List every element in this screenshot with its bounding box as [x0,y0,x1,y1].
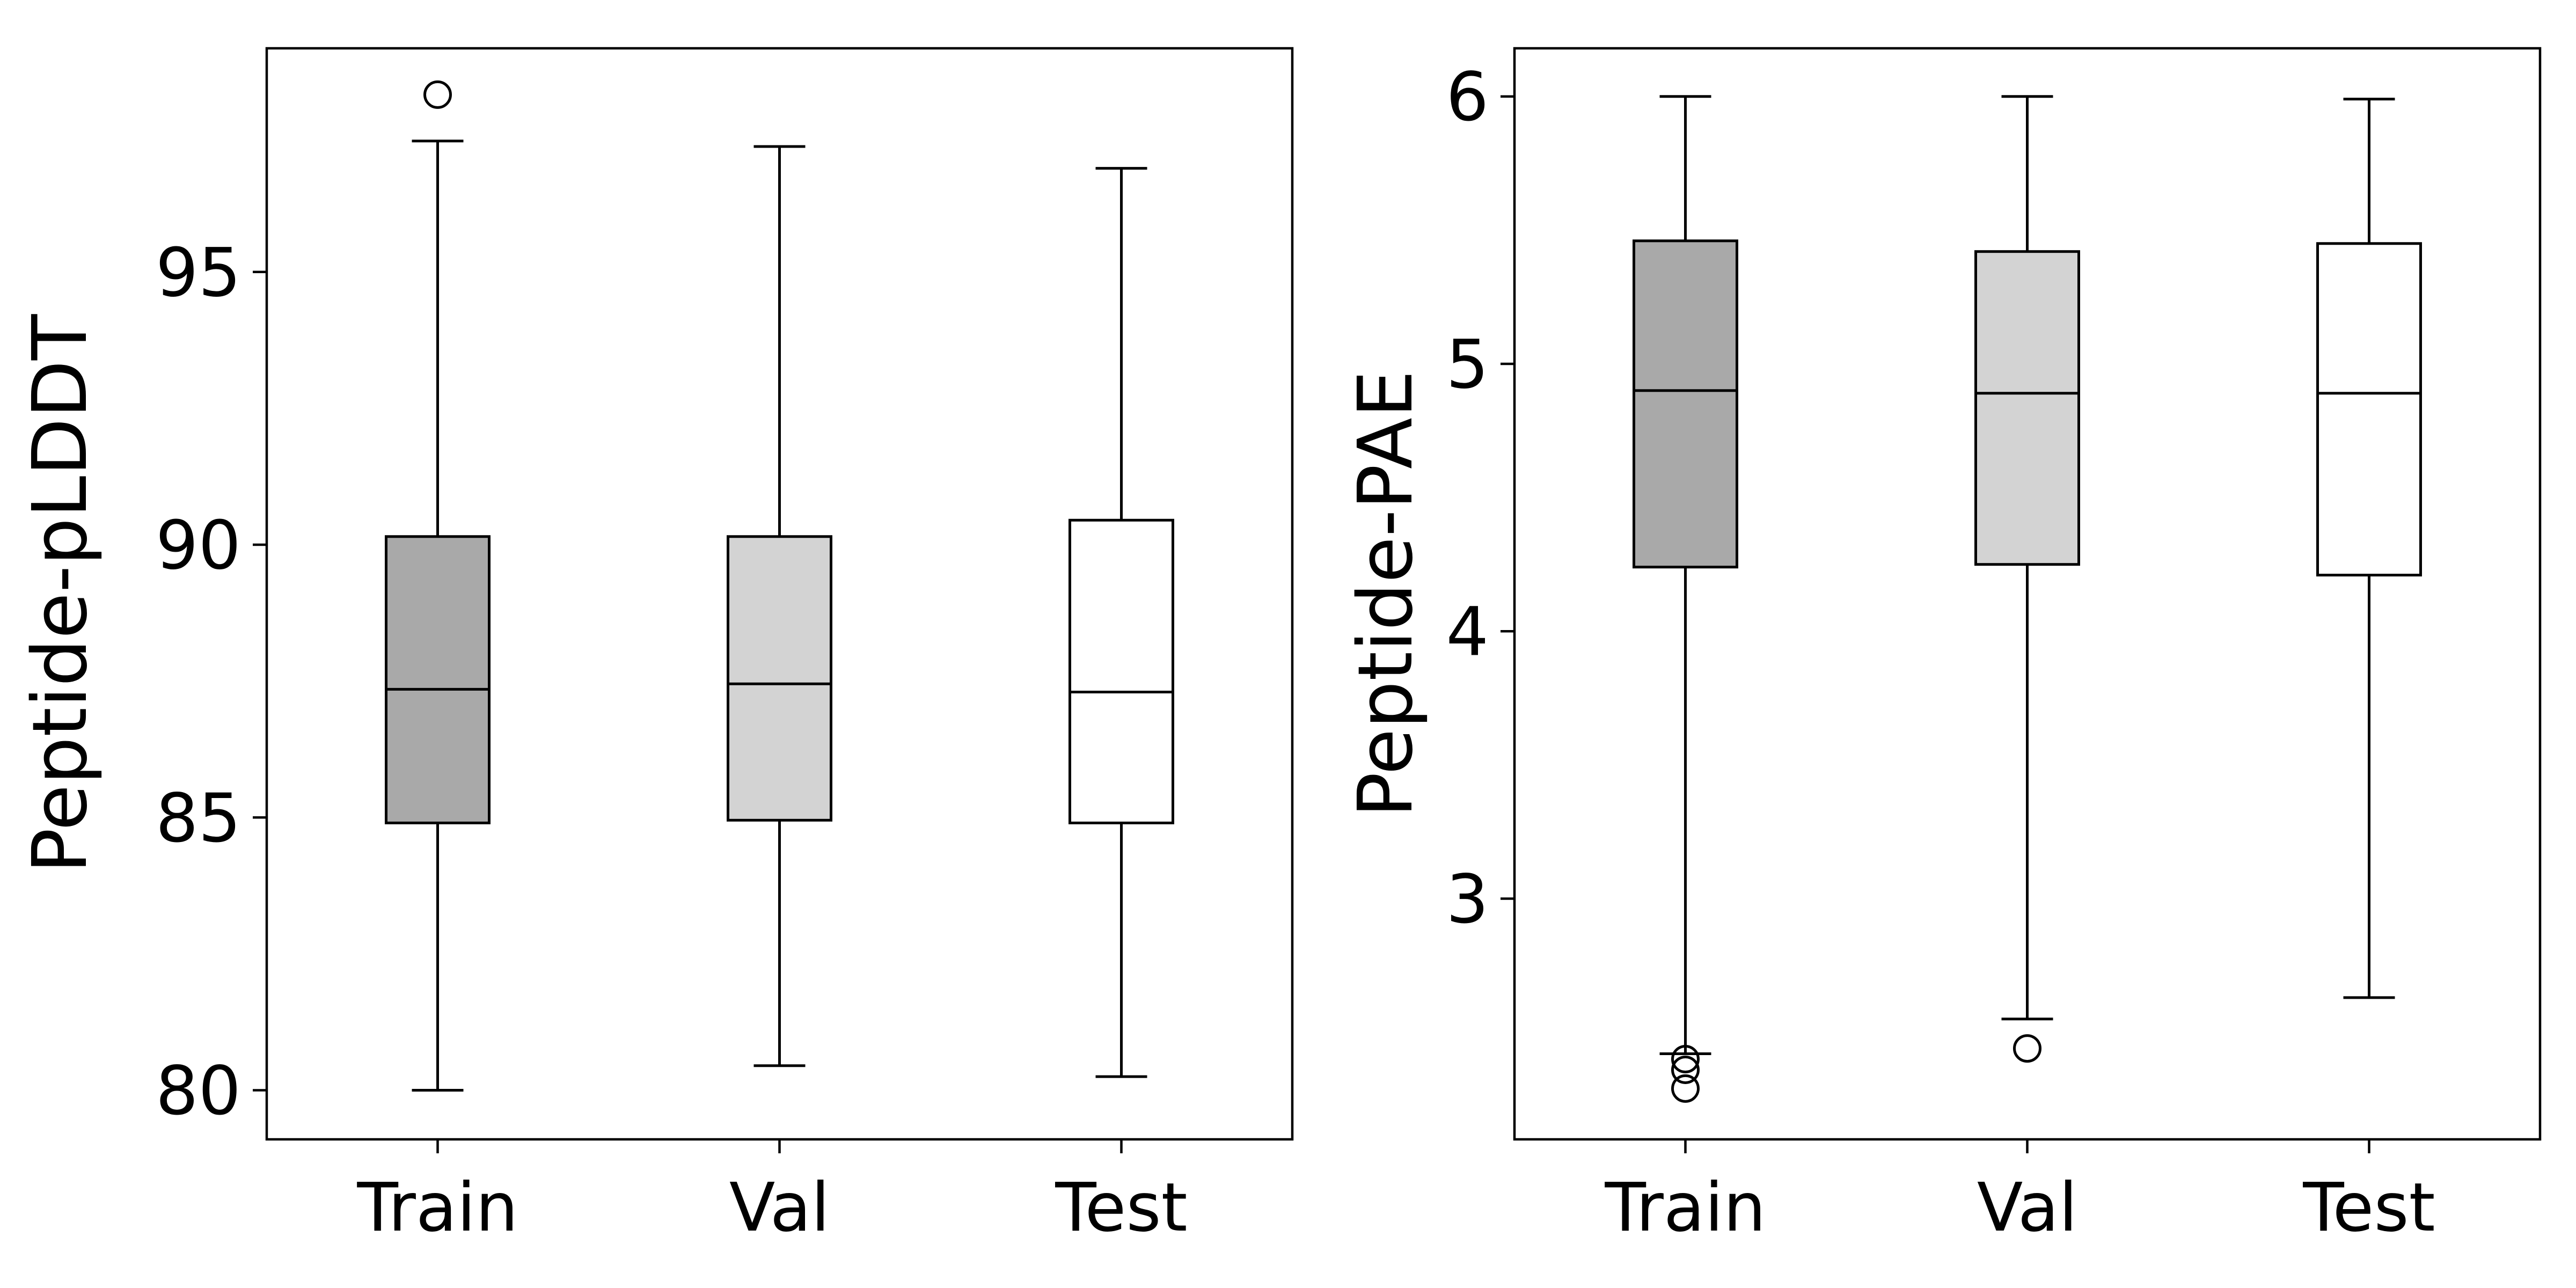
box-test [1069,518,1174,824]
x-tick-label-test: Test [1055,1169,1187,1247]
pae-boxplot-panel: 3 4 5 6 Train Val Test Peptide-PAE [1342,47,2542,1247]
y-tick-label: 4 [1446,593,1489,671]
y-axis-label: Peptide-pLDDT [17,314,104,873]
box-train [385,535,491,824]
x-tick-label-val: Val [729,1169,830,1247]
box-group-test [1069,167,1174,1078]
x-tick-label-val: Val [1977,1169,2077,1247]
outlier-point-train-1 [1671,1055,1700,1084]
outlier-point-val-0 [2013,1034,2041,1063]
box-group-val [1974,95,2080,1063]
box-train [1633,239,1738,569]
box-group-train [385,80,491,1092]
y-tick-label: 6 [1446,58,1489,136]
outlier-point-train-0 [1671,1045,1700,1074]
y-tick-label: 80 [156,1052,241,1130]
x-tick-label-test: Test [2302,1169,2435,1247]
y-tick-label: 3 [1446,861,1489,939]
box-group-val [727,145,832,1067]
outlier-point-train-0 [423,80,452,109]
box-group-test [2316,98,2422,999]
y-axis-label: Peptide-PAE [1342,370,1430,817]
y-tick-label: 85 [156,779,241,857]
x-tick-label-train: Train [1605,1169,1766,1247]
box-val [727,535,832,822]
y-tick-label: 95 [156,234,241,312]
pldtt-boxplot-panel: 80 85 90 95 Train Val Test Peptide-pLDDT [17,47,1294,1247]
box-group-train [1633,95,1738,1103]
y-tick-label: 90 [156,507,241,584]
box-test [2316,242,2422,577]
box-val [1974,250,2080,566]
x-tick-label-train: Train [357,1169,518,1247]
outlier-point-train-2 [1671,1074,1700,1103]
y-tick-label: 5 [1446,326,1489,404]
